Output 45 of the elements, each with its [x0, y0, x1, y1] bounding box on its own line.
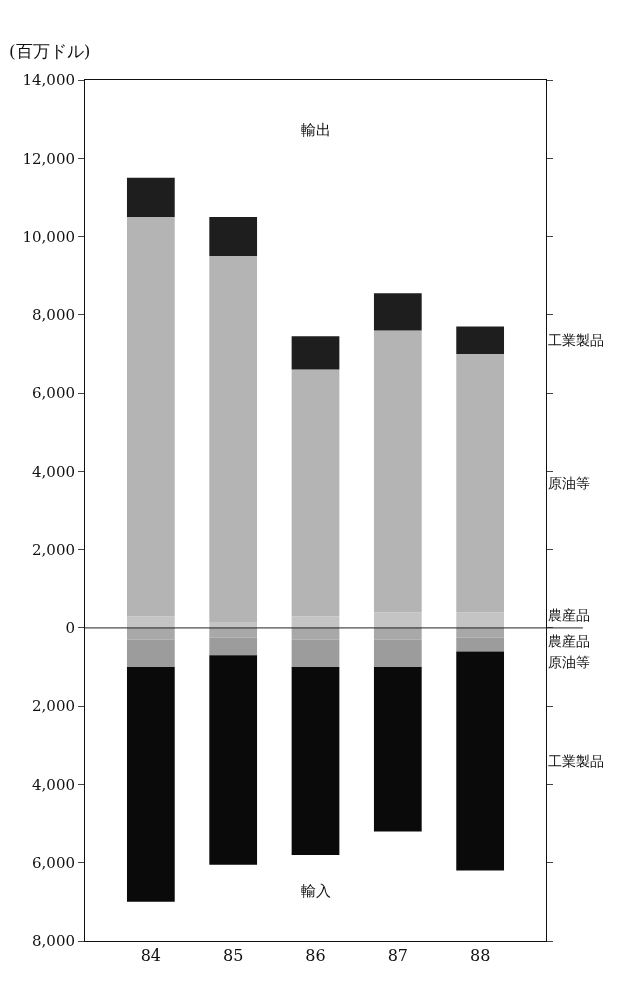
- bar: [209, 655, 258, 865]
- x-tick-label: 86: [305, 946, 326, 966]
- y-tick-label: 4,000: [32, 462, 75, 481]
- bar: [456, 326, 505, 354]
- bar: [126, 177, 175, 217]
- bar: [126, 616, 175, 628]
- text: 農産品: [548, 633, 590, 649]
- x-tick-label: 87: [387, 946, 408, 966]
- bar: [209, 256, 258, 623]
- bar: [456, 353, 505, 613]
- bar: [291, 369, 340, 617]
- bar: [456, 612, 505, 628]
- x-tick-label: 85: [223, 946, 244, 966]
- bar: [373, 667, 422, 832]
- annotation: 輸入: [301, 882, 331, 900]
- y-tick-label: 8,000: [32, 932, 75, 951]
- y-tick-label: 14,000: [22, 71, 75, 90]
- text: 農産品: [548, 607, 590, 623]
- y-tick-label: 2,000: [32, 697, 75, 716]
- bar: [373, 330, 422, 613]
- x-tick-label: 88: [469, 946, 491, 966]
- bar: [209, 216, 258, 257]
- y-tick-label: 6,000: [32, 384, 75, 403]
- text: 原油等: [548, 654, 590, 670]
- annotation: 輸出: [301, 121, 331, 139]
- bar: [373, 293, 422, 331]
- bar: [126, 216, 175, 617]
- y-tick-label: 0: [65, 619, 75, 638]
- y-tick-label: 2,000: [32, 540, 75, 559]
- text: 原油等: [548, 475, 590, 491]
- bar: [373, 612, 422, 628]
- bar: [291, 336, 340, 370]
- bar: [291, 667, 340, 855]
- y-axis-title: (百万ドル): [9, 41, 91, 61]
- bar: [456, 651, 505, 871]
- y-tick-label: 10,000: [22, 227, 75, 246]
- y-tick-label: 8,000: [32, 306, 75, 325]
- x-tick-label: 84: [140, 946, 162, 966]
- text: 工業製品: [548, 753, 604, 769]
- bar: [126, 667, 175, 902]
- y-tick-label: 6,000: [32, 853, 75, 872]
- bar: [291, 616, 340, 628]
- y-tick-label: 12,000: [22, 149, 75, 168]
- text: 工業製品: [548, 332, 604, 348]
- y-tick-label: 4,000: [32, 775, 75, 794]
